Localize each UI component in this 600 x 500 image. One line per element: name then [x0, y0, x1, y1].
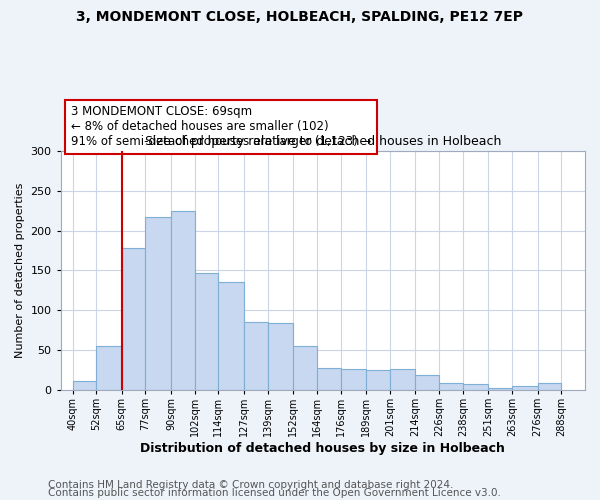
Bar — [415, 375, 439, 390]
Bar — [439, 383, 463, 390]
Bar — [218, 282, 244, 390]
Bar — [96, 346, 122, 390]
Bar — [195, 273, 218, 390]
X-axis label: Distribution of detached houses by size in Holbeach: Distribution of detached houses by size … — [140, 442, 505, 455]
Y-axis label: Number of detached properties: Number of detached properties — [15, 183, 25, 358]
Bar — [268, 323, 293, 390]
Bar — [317, 368, 341, 390]
Bar — [390, 368, 415, 390]
Bar — [538, 383, 562, 390]
Bar — [293, 346, 317, 390]
Bar — [73, 382, 96, 390]
Text: 3, MONDEMONT CLOSE, HOLBEACH, SPALDING, PE12 7EP: 3, MONDEMONT CLOSE, HOLBEACH, SPALDING, … — [77, 10, 523, 24]
Bar — [463, 384, 488, 390]
Text: Contains public sector information licensed under the Open Government Licence v3: Contains public sector information licen… — [48, 488, 501, 498]
Bar — [145, 217, 171, 390]
Bar — [488, 388, 512, 390]
Text: Contains HM Land Registry data © Crown copyright and database right 2024.: Contains HM Land Registry data © Crown c… — [48, 480, 454, 490]
Bar — [171, 212, 195, 390]
Bar — [512, 386, 538, 390]
Title: Size of property relative to detached houses in Holbeach: Size of property relative to detached ho… — [145, 136, 501, 148]
Bar — [341, 368, 366, 390]
Bar — [122, 248, 145, 390]
Text: 3 MONDEMONT CLOSE: 69sqm
← 8% of detached houses are smaller (102)
91% of semi-d: 3 MONDEMONT CLOSE: 69sqm ← 8% of detache… — [71, 106, 371, 148]
Bar — [366, 370, 390, 390]
Bar — [244, 322, 268, 390]
